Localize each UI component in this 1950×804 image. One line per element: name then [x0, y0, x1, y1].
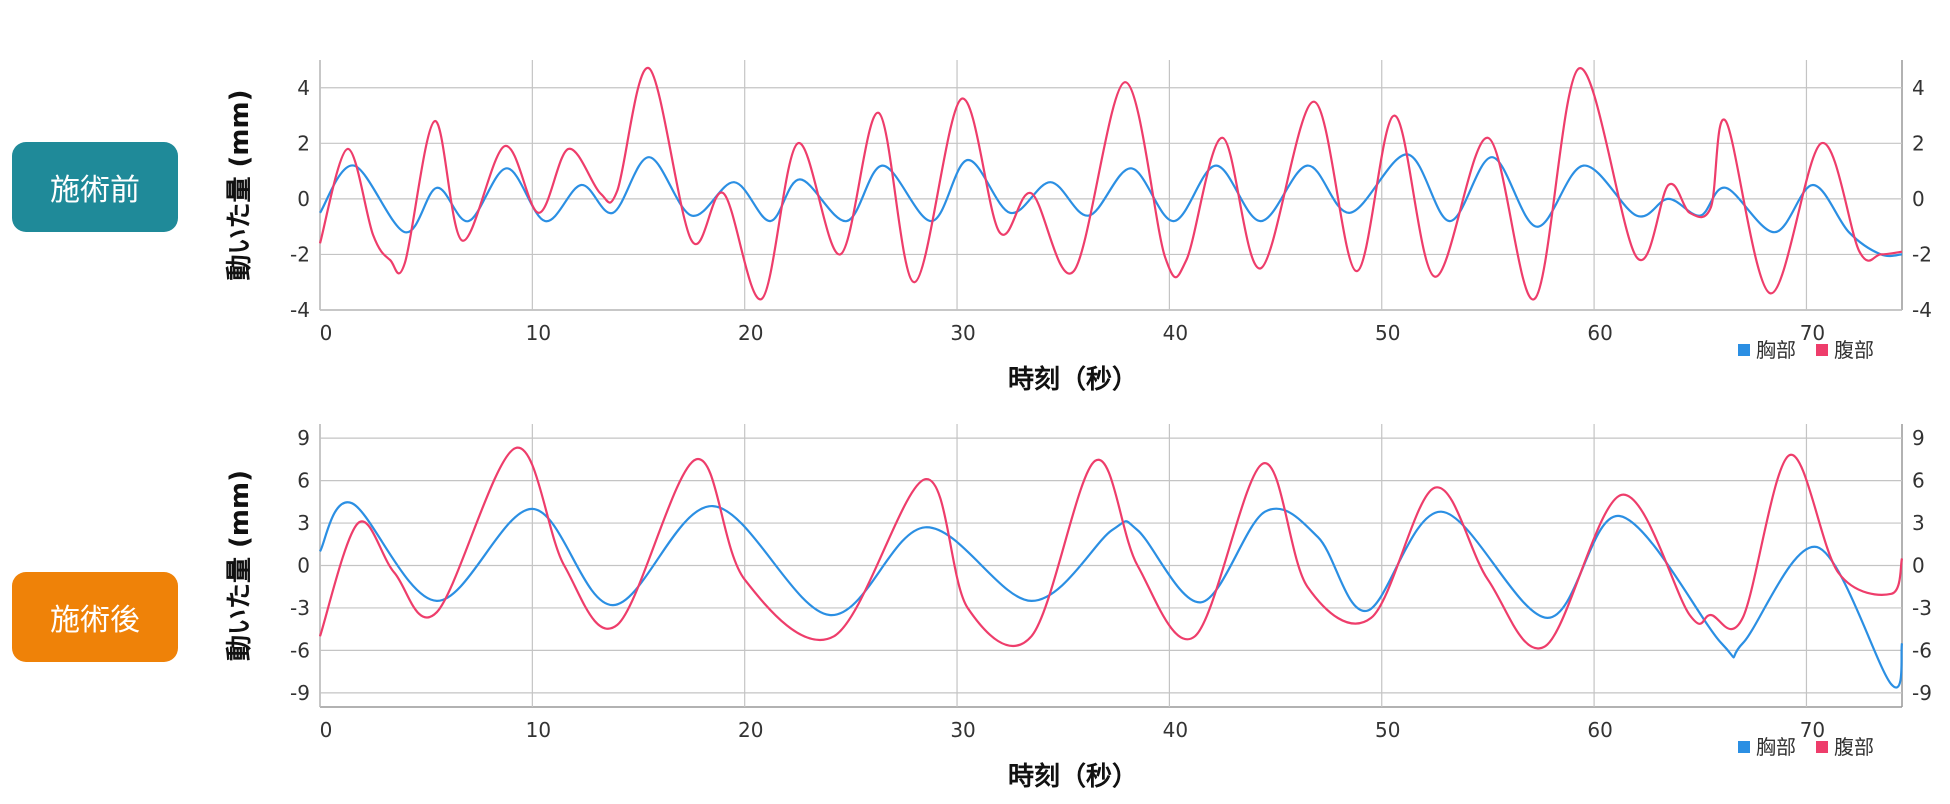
y-tick-label-right: 4 [1912, 76, 1925, 100]
x-tick-label: 50 [1375, 321, 1400, 345]
x-axis-title: 時刻（秒） [1008, 761, 1138, 792]
chart-after: -9 -9 -6 -6 -3 -3 0 0 3 3 6 6 9 9 0 10 20 30 40 50 60 70 時刻（秒）… [225, 424, 1932, 792]
y-tick-label: 0 [297, 554, 310, 578]
y-tick-label: 9 [297, 426, 310, 450]
y-tick-label: 3 [297, 511, 310, 535]
y-tick-label: -9 [290, 681, 310, 705]
y-tick-label: 2 [297, 131, 310, 155]
y-tick-label-right: 6 [1912, 469, 1925, 493]
legend-label-abdomen: 腹部 [1834, 338, 1874, 362]
x-tick-label: 0 [320, 321, 333, 345]
y-tick-label-right: -4 [1912, 298, 1932, 322]
x-tick-label: 60 [1587, 718, 1612, 742]
y-tick-label-right: -9 [1912, 681, 1932, 705]
y-tick-label: 6 [297, 469, 310, 493]
legend-label-abdomen: 腹部 [1834, 735, 1874, 759]
x-tick-label: 30 [950, 321, 975, 345]
y-tick-label-right: -6 [1912, 638, 1932, 662]
before-treatment-badge: 施術前 [12, 142, 178, 232]
y-tick-label: 0 [297, 187, 310, 211]
x-axis-title: 時刻（秒） [1008, 364, 1138, 395]
x-tick-label: 10 [526, 718, 551, 742]
y-tick-label: -4 [290, 298, 310, 322]
x-tick-label: 20 [738, 321, 763, 345]
series-line-chest [319, 501, 1904, 689]
x-tick-label: 30 [950, 718, 975, 742]
series-line-abdomen [318, 67, 1903, 301]
x-tick-label: 70 [1800, 718, 1825, 742]
series-line-chest [319, 153, 1903, 258]
x-tick-label: 40 [1163, 718, 1188, 742]
x-tick-label: 20 [738, 718, 763, 742]
legend-swatch-chest [1738, 741, 1750, 753]
y-tick-label-right: 9 [1912, 426, 1925, 450]
y-tick-label-right: 0 [1912, 554, 1925, 578]
legend-swatch-abdomen [1816, 741, 1828, 753]
x-tick-label: 40 [1163, 321, 1188, 345]
y-axis-title: 動いた量 (mm) [225, 89, 255, 280]
x-tick-label: 60 [1587, 321, 1612, 345]
after-treatment-label: 施術後 [50, 603, 140, 638]
x-tick-label: 50 [1375, 718, 1400, 742]
before-treatment-label: 施術前 [50, 173, 140, 208]
x-tick-label: 0 [320, 718, 333, 742]
legend-swatch-abdomen [1816, 344, 1828, 356]
y-tick-label-right: 0 [1912, 187, 1925, 211]
y-tick-label-right: 2 [1912, 131, 1925, 155]
y-tick-label: 4 [297, 76, 310, 100]
y-tick-label-right: -2 [1912, 242, 1932, 266]
y-axis-title: 動いた量 (mm) [225, 470, 255, 661]
legend-swatch-chest [1738, 344, 1750, 356]
series-line-abdomen [318, 446, 1904, 650]
legend-label-chest: 胸部 [1756, 338, 1796, 362]
after-treatment-badge: 施術後 [12, 572, 178, 662]
x-tick-label: 10 [526, 321, 551, 345]
y-tick-label-right: -3 [1912, 596, 1932, 620]
x-tick-label: 70 [1800, 321, 1825, 345]
y-tick-label: -6 [290, 638, 310, 662]
legend-label-chest: 胸部 [1756, 735, 1796, 759]
y-tick-label: -2 [290, 242, 310, 266]
y-tick-label-right: 3 [1912, 511, 1925, 535]
y-tick-label: -3 [290, 596, 310, 620]
